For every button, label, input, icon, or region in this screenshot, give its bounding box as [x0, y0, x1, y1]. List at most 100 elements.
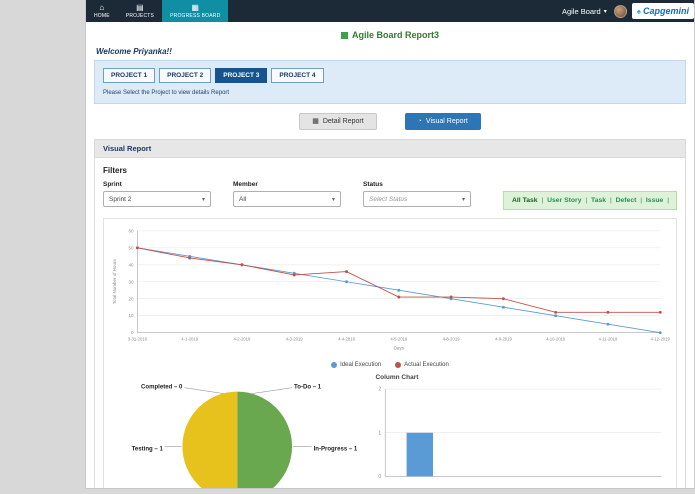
separator: |: [541, 197, 544, 204]
task-type-column-chart: Column Chart 012Task Type User StoryTask…: [367, 374, 672, 488]
status-filter: Status Select Status ▾: [363, 181, 471, 207]
defect-link[interactable]: Defect: [615, 197, 637, 204]
brand-menu[interactable]: Agile Board ▾: [562, 0, 607, 22]
user-story-link[interactable]: User Story: [547, 197, 582, 204]
svg-text:4-2-2019: 4-2-2019: [234, 336, 251, 341]
sprint-select[interactable]: Sprint 2 ▾: [103, 191, 211, 207]
svg-text:In-Progress – 1: In-Progress – 1: [314, 446, 358, 452]
column-chart-title: Column Chart: [375, 374, 419, 382]
status-label: Status: [363, 181, 383, 188]
svg-text:40: 40: [128, 262, 134, 267]
home-icon: ⌂: [99, 2, 105, 12]
svg-text:2: 2: [379, 387, 382, 393]
detail-report-button[interactable]: ▦ Detail Report: [299, 113, 377, 130]
tab-project-3[interactable]: PROJECT 3: [215, 68, 268, 83]
task-link[interactable]: Task: [591, 197, 607, 204]
column-chart-svg: 012Task Type: [379, 387, 662, 480]
line-chart-legend: Ideal Execution Actual Execution: [108, 362, 672, 369]
svg-text:3-31-2019: 3-31-2019: [128, 336, 148, 341]
issue-link[interactable]: Issue: [645, 197, 664, 204]
caret-down-icon: ▾: [603, 8, 607, 15]
company-logo-text: Capgemini: [642, 6, 689, 16]
svg-text:Testing – 1: Testing – 1: [132, 446, 164, 452]
task-type-links: All Task | User Story | Task | Defect | …: [503, 191, 677, 210]
sprint-value: Sprint 2: [109, 195, 132, 203]
company-logo: ♠ Capgemini: [631, 3, 694, 19]
sprint-filter: Sprint Sprint 2 ▾: [103, 181, 211, 207]
page-title: Agile Board Report3: [351, 30, 439, 40]
separator: |: [585, 197, 588, 204]
tab-project-4[interactable]: PROJECT 4: [271, 68, 324, 83]
project-tabs-panel: PROJECT 1 PROJECT 2 PROJECT 3 PROJECT 4 …: [94, 60, 686, 104]
tab-project-1[interactable]: PROJECT 1: [103, 68, 156, 83]
visual-report-button[interactable]: ◔ Visual Report: [404, 113, 481, 130]
member-value: All: [239, 195, 247, 203]
svg-text:4-1-2019: 4-1-2019: [181, 336, 198, 341]
project-tabs: PROJECT 1 PROJECT 2 PROJECT 3 PROJECT 4: [103, 68, 677, 83]
svg-text:10: 10: [128, 313, 134, 318]
avatar[interactable]: [613, 4, 627, 18]
svg-text:Total Number of Hours: Total Number of Hours: [112, 258, 117, 304]
chart-icon: ◔: [417, 118, 422, 125]
burndown-chart-svg: 0 10 20 30 40 50 60 3-31-2019 4-1-2019 4-2-2019 4-…: [112, 228, 671, 350]
member-label: Member: [233, 181, 258, 188]
separator: |: [667, 197, 669, 204]
nav-home-label: HOME: [94, 12, 110, 19]
svg-text:4-12-2019: 4-12-2019: [651, 336, 671, 341]
svg-text:30: 30: [128, 279, 134, 284]
svg-text:20: 20: [128, 296, 134, 301]
filters-row: Sprint Sprint 2 ▾ Member All ▾ Status: [103, 181, 677, 210]
caret-down-icon: ▾: [331, 196, 335, 203]
svg-text:4-8-2019: 4-8-2019: [443, 336, 460, 341]
nav-home[interactable]: ⌂ HOME: [86, 0, 118, 22]
charts-container: 0 10 20 30 40 50 60 3-31-2019 4-1-2019 4-2-2019 4-…: [103, 218, 677, 488]
filters-title: Filters: [103, 166, 128, 175]
member-select[interactable]: All ▾: [233, 191, 341, 207]
nav-progress-board-label: PROGRESS BOARD: [170, 12, 221, 19]
status-value: Select Status: [369, 195, 408, 203]
separator: |: [640, 197, 643, 204]
top-navbar: ⌂ HOME ▤ PROJECTS ▦ PROGRESS BOARD Agile…: [86, 0, 694, 22]
svg-text:Completed – 0: Completed – 0: [141, 385, 183, 391]
visual-report-label: Visual Report: [425, 118, 468, 125]
column-chart-area: 012Task Type: [367, 383, 672, 488]
visual-report-header: Visual Report: [94, 139, 686, 158]
svg-text:0: 0: [131, 330, 134, 335]
svg-text:To-Do – 1: To-Do – 1: [294, 385, 322, 391]
tabs-hint: Please Select the Project to view detail…: [103, 90, 230, 96]
status-pie-chart: Completed – 0 To-Do – 1 Testing – 1 In-Prog…: [108, 374, 367, 488]
app-window: ⌂ HOME ▤ PROJECTS ▦ PROGRESS BOARD Agile…: [85, 0, 695, 489]
burndown-line-chart: 0 10 20 30 40 50 60 3-31-2019 4-1-2019 4-2-2019 4-…: [108, 223, 672, 360]
svg-text:0: 0: [379, 474, 382, 480]
nav-projects[interactable]: ▤ PROJECTS: [118, 0, 162, 22]
svg-text:4-10-2019: 4-10-2019: [546, 336, 566, 341]
detail-report-label: Detail Report: [322, 118, 364, 125]
nav-projects-label: PROJECTS: [125, 12, 155, 19]
caret-down-icon: ▾: [461, 196, 465, 203]
svg-text:4-11-2019: 4-11-2019: [599, 336, 619, 341]
svg-text:4-3-2019: 4-3-2019: [286, 336, 303, 341]
page-title-row: Agile Board Report3: [86, 30, 694, 40]
svg-text:50: 50: [128, 245, 134, 250]
svg-text:4-9-2019: 4-9-2019: [495, 336, 512, 341]
tab-project-2[interactable]: PROJECT 2: [159, 68, 212, 83]
nav-progress-board[interactable]: ▦ PROGRESS BOARD: [162, 0, 229, 22]
pie-chart-area: Completed – 0 To-Do – 1 Testing – 1 In-Prog…: [108, 374, 367, 488]
board-icon: ▦: [191, 2, 200, 12]
pie-chart-svg: Completed – 0 To-Do – 1 Testing – 1 In-Prog…: [132, 385, 358, 488]
report-buttons-row: ▦ Detail Report ◔ Visual Report: [86, 113, 694, 130]
legend-dot-icon: [395, 362, 402, 369]
svg-text:Days: Days: [393, 345, 404, 350]
welcome-text: Welcome Priyanka!!: [96, 47, 172, 56]
svg-text:1: 1: [379, 430, 382, 436]
visual-report-panel: Filters Sprint Sprint 2 ▾ Member All ▾: [94, 158, 686, 488]
legend-dot-icon: [331, 362, 338, 369]
all-task-link[interactable]: All Task: [512, 197, 538, 204]
svg-text:60: 60: [128, 228, 134, 233]
report-icon: [340, 31, 348, 39]
svg-text:4-4-2019: 4-4-2019: [338, 336, 355, 341]
grid-icon: ▦: [312, 118, 319, 125]
status-select[interactable]: Select Status ▾: [363, 191, 471, 207]
member-filter: Member All ▾: [233, 181, 341, 207]
